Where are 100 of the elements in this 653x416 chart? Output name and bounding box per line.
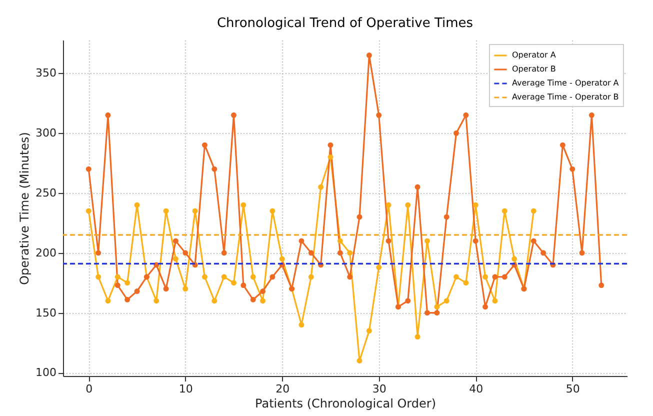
point [231,280,236,286]
point [492,274,498,280]
point [182,286,188,292]
point [434,310,440,316]
point [444,298,450,304]
point [105,298,111,304]
point [240,202,246,208]
y-axis-title: Operative Time (Minutes) [18,132,32,285]
point [472,202,478,208]
point [328,142,334,148]
point [134,288,140,294]
point [405,298,411,304]
point [482,274,488,280]
point [212,298,218,304]
point [134,202,140,208]
y-tick-label: 250 [36,186,56,200]
point [463,280,469,286]
point [386,202,392,208]
point [366,328,372,334]
point [540,250,546,256]
point [366,52,372,58]
point [512,256,518,262]
point [86,208,92,214]
point [163,286,169,292]
point [172,238,178,244]
y-tick-label: 350 [36,66,56,80]
point [298,238,304,244]
point [434,304,440,310]
point [260,288,266,294]
point [347,274,353,280]
point [202,142,208,148]
point [492,298,498,304]
point [212,166,218,172]
y-tick-label: 200 [36,246,56,260]
x-tick-label: 20 [276,382,290,396]
point [221,250,227,256]
point [337,250,343,256]
point [328,154,334,160]
point [337,238,343,244]
point [114,282,120,288]
legend-label: Average Time - Operator A [512,78,620,88]
point [424,310,430,316]
point [424,238,430,244]
point [298,322,304,328]
point [182,250,188,256]
point [347,250,353,256]
point [530,238,536,244]
point [560,142,566,148]
point [124,280,130,286]
chart-title: Chronological Trend of Operative Times [216,16,474,31]
point [356,358,362,364]
x-tick-label: 50 [566,382,580,396]
point [202,274,208,280]
y-tick-label: 150 [36,306,56,320]
point [598,282,604,288]
point [463,112,469,118]
point [250,296,256,302]
point [308,274,314,280]
point [221,274,227,280]
y-tick-label: 100 [36,366,56,380]
point [588,112,594,118]
point [154,298,160,304]
legend-label: Average Time - Operator B [512,92,619,102]
x-tick-label: 10 [178,382,193,396]
point [172,256,178,262]
point [444,214,450,220]
x-tick-label: 30 [372,382,386,396]
point [502,208,508,214]
point [482,304,488,310]
point [414,334,420,340]
point [386,238,392,244]
point [376,264,382,270]
x-tick-label: 40 [469,382,484,396]
point [454,130,459,136]
point [502,274,508,280]
point [270,274,276,280]
point [356,214,362,220]
point [260,298,266,304]
x-axis-title: Patients (Chronological Order) [255,396,436,410]
legend-label: Operator A [512,50,556,60]
point [579,250,585,256]
point [240,282,246,288]
point [530,208,536,214]
point [270,208,276,214]
point [318,184,324,190]
point [114,274,120,280]
point [376,112,382,118]
point [414,184,420,190]
point [96,250,102,256]
point [96,274,102,280]
point [250,274,256,280]
x-tick-label: 0 [86,382,93,396]
legend-label: Operator B [512,64,556,74]
point [405,202,411,208]
point [124,296,130,302]
point [308,250,314,256]
y-tick-label: 300 [36,126,56,140]
point [472,238,478,244]
point [570,166,576,172]
point [192,208,198,214]
